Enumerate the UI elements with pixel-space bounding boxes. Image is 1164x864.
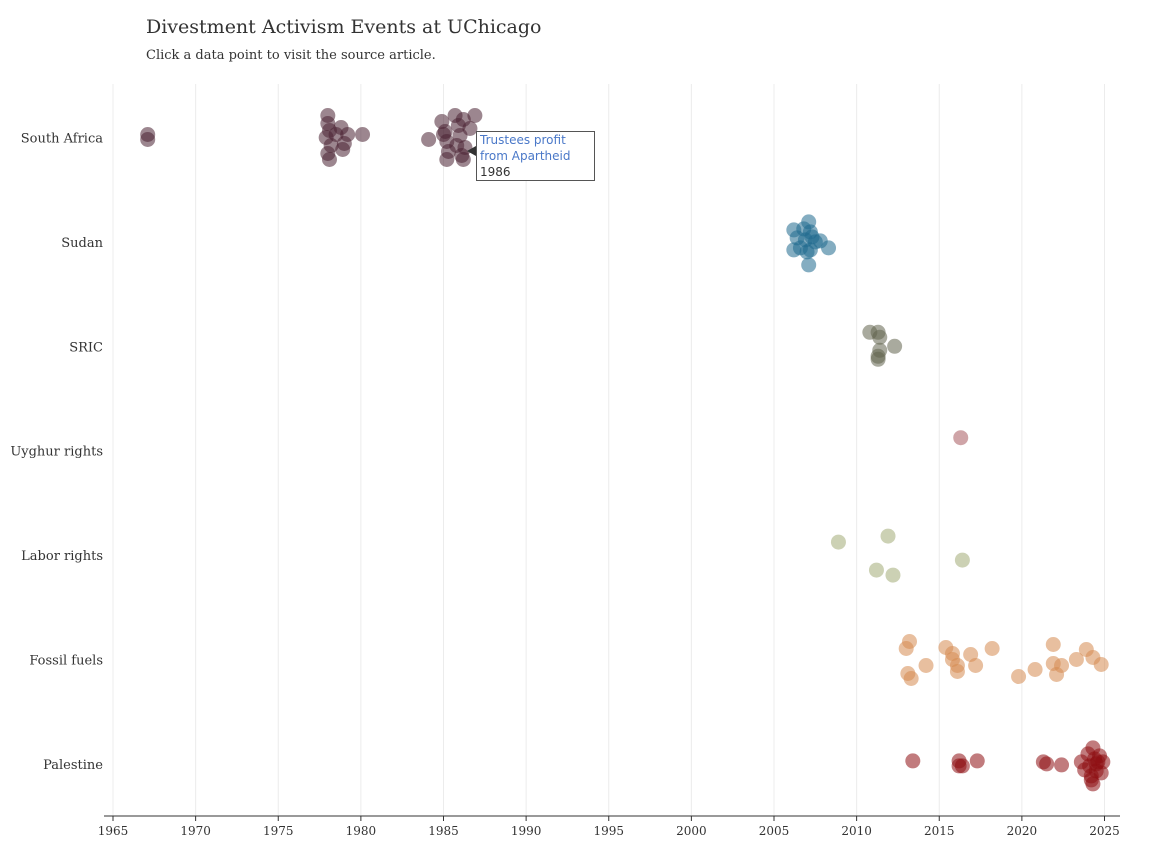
data-point[interactable] xyxy=(984,641,1000,656)
y-category-label: South Africa xyxy=(21,132,103,147)
data-point[interactable] xyxy=(455,152,471,167)
data-point[interactable] xyxy=(467,108,483,123)
data-point[interactable] xyxy=(903,671,919,686)
data-point[interactable] xyxy=(1045,637,1061,652)
data-point[interactable] xyxy=(436,127,451,142)
tooltip-pointer xyxy=(467,146,476,156)
chart-title: Divestment Activism Events at UChicago xyxy=(146,16,542,38)
x-tick-label: 2020 xyxy=(1007,824,1038,838)
x-tick-label: 2000 xyxy=(676,824,707,838)
data-point[interactable] xyxy=(954,552,970,568)
data-point[interactable] xyxy=(801,257,817,273)
data-point[interactable] xyxy=(1027,662,1043,677)
y-category-label: Palestine xyxy=(43,758,103,773)
data-point[interactable] xyxy=(335,142,351,157)
data-point[interactable] xyxy=(830,534,846,550)
data-point[interactable] xyxy=(821,240,837,256)
data-point[interactable] xyxy=(868,562,884,578)
data-point[interactable] xyxy=(1093,657,1109,672)
chart-subtitle: Click a data point to visit the source a… xyxy=(146,48,436,63)
y-category-label: Labor rights xyxy=(21,549,103,564)
tooltip-article-link[interactable]: Trustees profit from Apartheid xyxy=(480,133,571,163)
y-category-label: Uyghur rights xyxy=(10,445,103,460)
x-tick-label: 2005 xyxy=(759,824,790,838)
data-point[interactable] xyxy=(439,152,455,167)
x-tick-label: 1985 xyxy=(428,824,459,838)
data-point[interactable] xyxy=(953,430,969,446)
data-point[interactable] xyxy=(887,338,903,354)
x-tick-label: 1995 xyxy=(593,824,624,838)
data-point[interactable] xyxy=(918,658,934,673)
x-tick-label: 2015 xyxy=(924,824,955,838)
data-point[interactable] xyxy=(462,121,478,136)
data-point[interactable] xyxy=(1088,756,1104,772)
x-tick-label: 1965 xyxy=(98,824,129,838)
x-tick-label: 1980 xyxy=(346,824,377,838)
data-point[interactable] xyxy=(870,351,886,367)
data-point[interactable] xyxy=(885,567,901,583)
data-point[interactable] xyxy=(1011,669,1027,684)
data-point[interactable] xyxy=(954,758,970,774)
data-point[interactable] xyxy=(1068,652,1084,667)
x-axis: 1965 1970 1975 1980 1985 1990 1995 2000 2005 2010… xyxy=(98,815,1120,838)
data-point[interactable] xyxy=(355,127,371,142)
y-category-label: Sudan xyxy=(61,236,103,251)
y-category-label: SRIC xyxy=(69,340,103,355)
x-tick-label: 1970 xyxy=(180,824,211,838)
x-tick-label: 2025 xyxy=(1089,824,1120,838)
data-points xyxy=(140,108,1111,792)
data-point[interactable] xyxy=(421,132,437,147)
data-point[interactable] xyxy=(1039,756,1055,772)
data-point[interactable] xyxy=(905,753,921,769)
data-point[interactable] xyxy=(1083,772,1099,788)
data-point[interactable] xyxy=(140,132,156,147)
data-point[interactable] xyxy=(1054,757,1070,773)
data-point[interactable] xyxy=(902,634,918,649)
x-tick-label: 1990 xyxy=(511,824,542,838)
x-tick-label: 1975 xyxy=(263,824,294,838)
vertical-gridlines xyxy=(112,84,1105,816)
point-tooltip: Trustees profit from Apartheid 1986 xyxy=(476,131,595,181)
data-point[interactable] xyxy=(949,664,965,679)
x-tick-label: 2010 xyxy=(841,824,872,838)
data-point[interactable] xyxy=(872,329,888,345)
data-point[interactable] xyxy=(1049,667,1065,682)
y-axis-category-labels: South Africa Sudan SRIC Uyghur rights Labor … xyxy=(10,132,103,773)
data-point[interactable] xyxy=(340,127,356,142)
data-point[interactable] xyxy=(968,658,984,673)
tooltip-year: 1986 xyxy=(480,165,511,179)
data-point[interactable] xyxy=(880,528,896,544)
data-point[interactable] xyxy=(321,152,337,167)
data-point[interactable] xyxy=(969,753,985,769)
tooltip-arrow xyxy=(467,146,476,156)
y-category-label: Fossil fuels xyxy=(29,654,103,669)
data-point[interactable] xyxy=(802,242,818,258)
